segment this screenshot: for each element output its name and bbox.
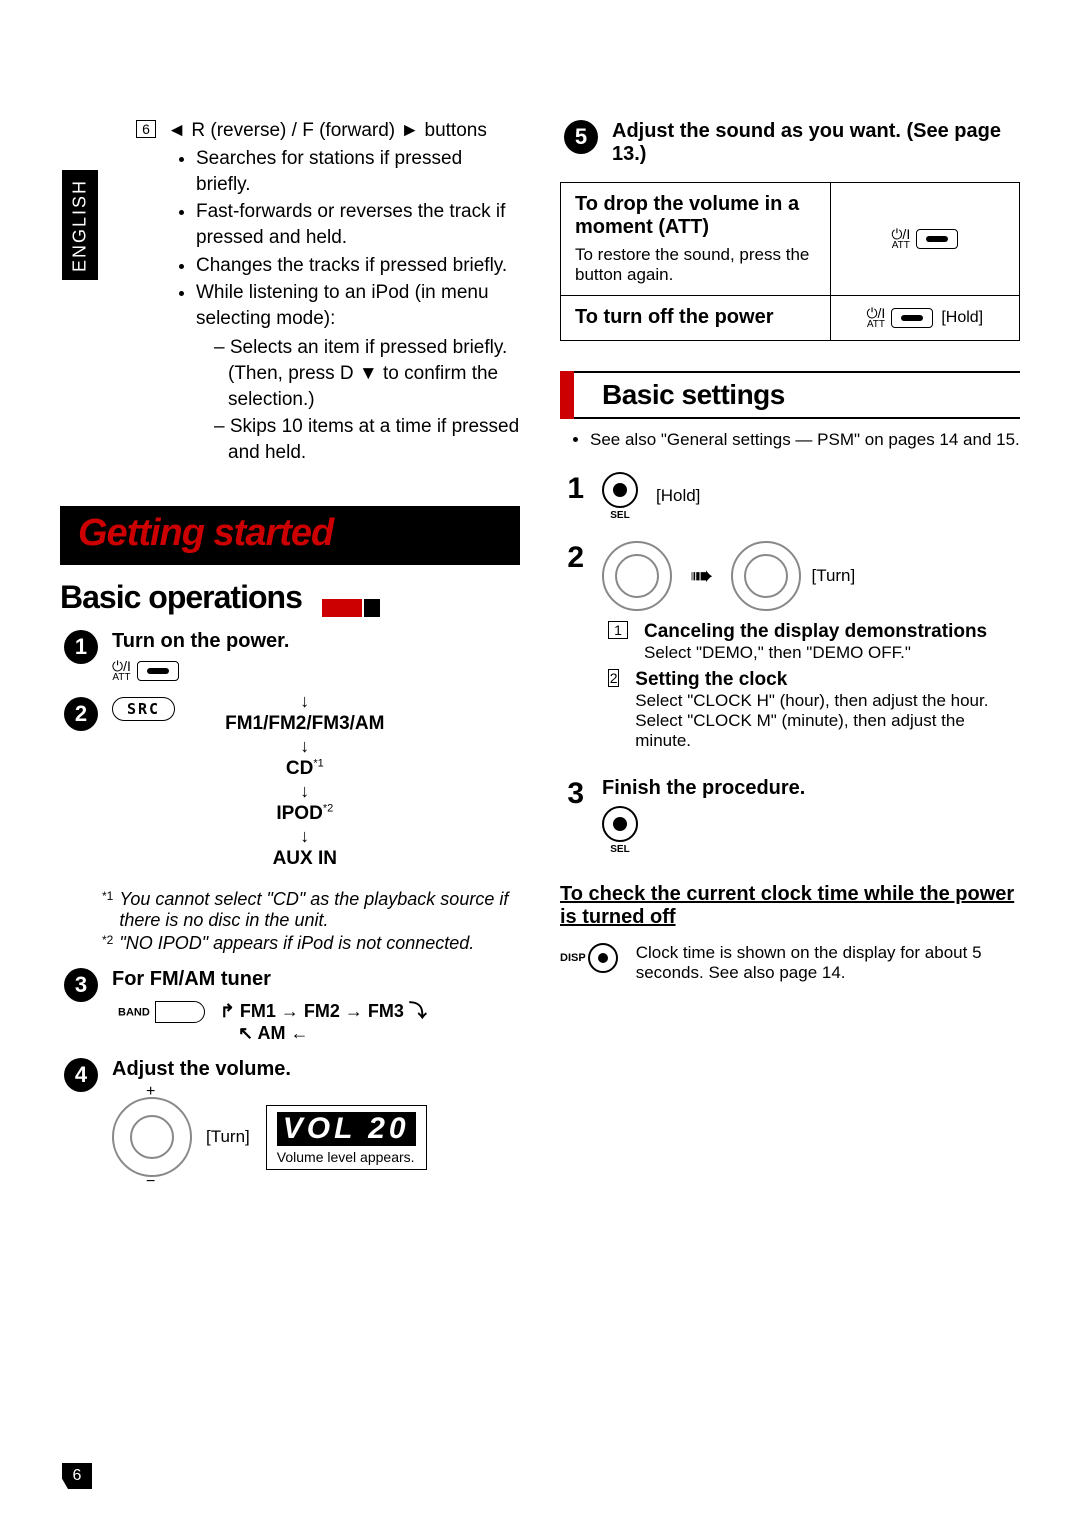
step3-title: For FM/AM tuner bbox=[112, 968, 520, 991]
left-column: 6 ◄ R (reverse) / F (forward) ► buttons … bbox=[60, 120, 520, 1177]
setting-step-3: 3 Finish the procedure. SEL bbox=[560, 777, 1020, 855]
volume-dial-icon bbox=[112, 1097, 192, 1177]
att-button-icon: ⏻/IATT bbox=[891, 227, 958, 251]
step3-title: Finish the procedure. bbox=[602, 777, 1020, 800]
clock-check-section: To check the current clock time while th… bbox=[560, 883, 1020, 983]
source-flow: ↓ FM1/FM2/FM3/AM ↓ CD*1 ↓ IPOD*2 ↓ AUX I… bbox=[225, 697, 384, 877]
fn-text: You cannot select "CD" as the playback s… bbox=[119, 889, 520, 931]
clock-check-title: To check the current clock time while th… bbox=[560, 883, 1020, 929]
turn-label: [Turn] bbox=[811, 566, 855, 586]
arrow-right-icon: ➠ bbox=[690, 559, 713, 592]
hold-label: [Hold] bbox=[941, 309, 983, 327]
psm-note: See also "General settings — PSM" on pag… bbox=[590, 429, 1020, 452]
volume-caption: Volume level appears. bbox=[277, 1149, 415, 1165]
item-number-box: 6 bbox=[136, 120, 156, 138]
volume-display-box: VOL 20 Volume level appears. bbox=[266, 1105, 427, 1170]
bullet: Searches for stations if pressed briefly… bbox=[196, 146, 520, 197]
control-item-6: 6 ◄ R (reverse) / F (forward) ► buttons … bbox=[136, 120, 520, 466]
hold-label: [Hold] bbox=[656, 486, 700, 506]
fn-text: "NO IPOD" appears if iPod is not connect… bbox=[119, 933, 474, 954]
item6-bullets: Searches for stations if pressed briefly… bbox=[196, 146, 520, 466]
step-badge-3: 3 bbox=[64, 968, 98, 1002]
power-att-button-icon: ⏻/IATT bbox=[112, 659, 179, 683]
substep-text: Select "CLOCK H" (hour), then adjust the… bbox=[635, 691, 1020, 751]
substep-title: Setting the clock bbox=[635, 669, 1020, 691]
src-button-icon: SRC bbox=[112, 697, 175, 721]
sel-button-icon: SEL bbox=[602, 806, 638, 855]
disp-button-icon: DISP bbox=[560, 943, 618, 973]
step4-title: Adjust the volume. bbox=[112, 1058, 520, 1081]
step1-title: Turn on the power. bbox=[112, 630, 520, 653]
bullet: Fast-forwards or reverses the track if p… bbox=[196, 199, 520, 250]
step-4: 4 Adjust the volume. + − [Turn] VOL 20 V… bbox=[64, 1058, 520, 1177]
substep-num: 2 bbox=[608, 669, 619, 687]
volume-screen: VOL 20 bbox=[277, 1112, 416, 1146]
setting-step-1: 1 SEL [Hold] bbox=[560, 472, 1020, 521]
step-2: 2 SRC ↓ FM1/FM2/FM3/AM ↓ CD*1 ↓ IPOD*2 ↓… bbox=[64, 697, 520, 877]
menu-dial-icon bbox=[731, 541, 801, 611]
sup: *2 bbox=[323, 803, 333, 815]
clock-check-text: Clock time is shown on the display for a… bbox=[636, 943, 1020, 983]
sub-bullet: – Selects an item if pressed briefly. (T… bbox=[214, 335, 520, 412]
band-fm-flow: FM1 → FM2 → FM3 bbox=[240, 1001, 404, 1021]
sup: *1 bbox=[313, 757, 323, 769]
setting-step-2: 2 ➠ [Turn] 1 Canceling the display demon… bbox=[560, 541, 1020, 757]
band-label: BAND bbox=[118, 1006, 150, 1018]
src-row: IPOD bbox=[276, 803, 322, 824]
band-button-icon bbox=[155, 1001, 205, 1023]
power-off-title: To turn off the power bbox=[575, 306, 816, 329]
src-row: CD bbox=[286, 758, 313, 779]
sel-button-icon: SEL bbox=[602, 472, 638, 521]
substep-title: Canceling the display demonstrations bbox=[644, 621, 987, 643]
att-power-table: To drop the volume in a moment (ATT) To … bbox=[560, 182, 1020, 341]
src-row: AUX IN bbox=[225, 841, 384, 877]
band-am: AM bbox=[257, 1023, 285, 1043]
sub-bullet: – Skips 10 items at a time if pressed an… bbox=[214, 414, 520, 465]
substep-num: 1 bbox=[608, 621, 628, 639]
bullet: While listening to an iPod (in menu sele… bbox=[196, 280, 520, 465]
power-button-icon: ⏻/IATT bbox=[866, 306, 933, 330]
band-flow: BAND ↱ FM1 → FM2 → FM3 ⤵ ↖ AM ← bbox=[118, 997, 520, 1044]
att-title: To drop the volume in a moment (ATT) bbox=[575, 193, 816, 239]
step-5: 5 Adjust the sound as you want. (See pag… bbox=[564, 120, 1020, 166]
item6-title-suffix: buttons bbox=[425, 120, 487, 141]
bullet: Changes the tracks if pressed briefly. bbox=[196, 253, 520, 279]
turn-label: [Turn] bbox=[206, 1127, 250, 1147]
step-badge-1: 1 bbox=[64, 630, 98, 664]
step-badge-2: 2 bbox=[64, 697, 98, 731]
right-column: 5 Adjust the sound as you want. (See pag… bbox=[560, 120, 1020, 1177]
step5-title: Adjust the sound as you want. (See page … bbox=[612, 120, 1020, 166]
bullet-text: While listening to an iPod (in menu sele… bbox=[196, 282, 489, 329]
menu-dial-icon bbox=[602, 541, 672, 611]
step-1: 1 Turn on the power. ⏻/IATT bbox=[64, 630, 520, 683]
fn-num: *2 bbox=[102, 933, 113, 954]
att-desc: To restore the sound, press the button a… bbox=[575, 245, 816, 285]
language-tab: ENGLISH bbox=[62, 170, 98, 280]
step-badge-4: 4 bbox=[64, 1058, 98, 1092]
substep-text: Select "DEMO," then "DEMO OFF." bbox=[644, 643, 987, 663]
step-badge-5: 5 bbox=[564, 120, 598, 154]
section-getting-started: Getting started bbox=[60, 506, 520, 565]
fn-num: *1 bbox=[102, 889, 113, 931]
step-3: 3 For FM/AM tuner BAND ↱ FM1 → FM2 → FM3… bbox=[64, 968, 520, 1044]
item6-title: R (reverse) / F (forward) bbox=[191, 120, 395, 141]
page-number: 6 bbox=[62, 1463, 92, 1489]
heading-basic-operations: Basic operations bbox=[60, 579, 520, 616]
footnotes: *1You cannot select "CD" as the playback… bbox=[102, 889, 520, 954]
heading-basic-settings: Basic settings bbox=[560, 371, 1020, 419]
